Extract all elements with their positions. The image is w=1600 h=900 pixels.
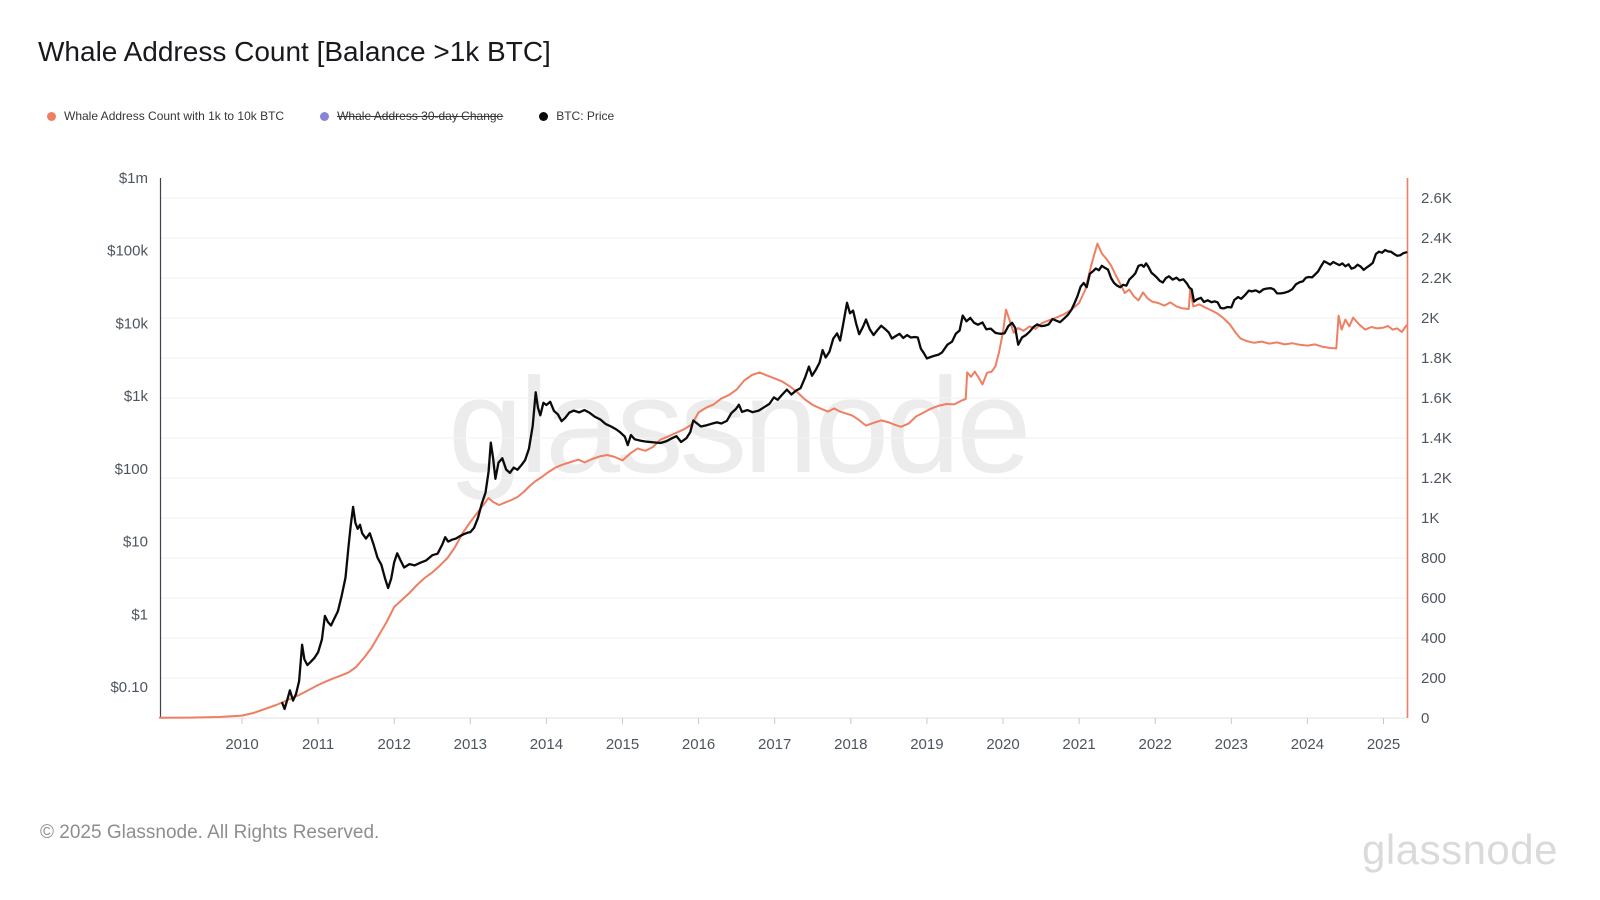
btc-price-line: [281, 248, 1408, 711]
year-label: 2013: [454, 736, 487, 753]
year-label: 2016: [682, 736, 715, 753]
legend-dot-icon: [47, 111, 56, 121]
count-axis-label: 800: [1421, 550, 1446, 567]
legend-item-label: Whale Address Count with 1k to 10k BTC: [64, 109, 285, 123]
legend-dot-icon: [320, 111, 330, 121]
count-axis-label: 1.8K: [1421, 350, 1452, 367]
price-axis-label: $100: [115, 461, 148, 478]
year-label: 2011: [302, 736, 334, 753]
copyright-text: © 2025 Glassnode. All Rights Reserved.: [40, 822, 380, 843]
glassnode-watermark: glassnode: [448, 350, 1031, 501]
count-axis-label: 2.6K: [1421, 190, 1452, 207]
year-label: 2022: [1139, 736, 1172, 753]
count-axis-label: 200: [1421, 670, 1446, 687]
page-title: Whale Address Count [Balance >1k BTC]: [38, 36, 551, 67]
chart-legend: Whale Address Count with 1k to 10k BTC Wh…: [47, 109, 614, 123]
year-label: 2023: [1215, 736, 1248, 753]
count-axis-label: 2K: [1421, 310, 1439, 327]
count-axis-label: 1.2K: [1421, 470, 1452, 487]
year-label: 2012: [378, 736, 411, 753]
year-label: 2017: [758, 736, 791, 753]
price-axis-label: $0.10: [110, 679, 148, 696]
year-label: 2020: [986, 736, 1019, 753]
legend-item-label: Whale Address 30-day Change: [337, 109, 504, 123]
year-label: 2024: [1291, 736, 1324, 753]
price-axis-label: $1k: [124, 388, 149, 405]
count-axis-label: 0: [1421, 710, 1429, 727]
glassnode-logo: glassnode: [1362, 826, 1558, 873]
price-axis-label: $100k: [107, 243, 148, 260]
legend-item-label: BTC: Price: [556, 109, 615, 123]
price-axis-label: $1: [131, 606, 148, 623]
price-axis-label: $10: [123, 534, 148, 551]
year-label: 2018: [834, 736, 867, 753]
year-label: 2019: [910, 736, 943, 753]
count-axis-label: 1K: [1421, 510, 1439, 527]
count-axis-label: 1.6K: [1421, 390, 1452, 407]
year-label: 2015: [606, 736, 639, 753]
count-axis-label: 400: [1421, 630, 1446, 647]
year-label: 2014: [530, 736, 563, 753]
year-label: 2021: [1062, 736, 1095, 753]
price-axis-label: $1m: [119, 170, 148, 187]
count-axis-label: 600: [1421, 590, 1446, 607]
legend-item-2[interactable]: BTC: Price: [539, 109, 614, 123]
count-axis-label: 1.4K: [1421, 430, 1452, 447]
year-label: 2010: [225, 736, 258, 753]
legend-item-0[interactable]: Whale Address Count with 1k to 10k BTC: [47, 109, 284, 123]
whale-count-line: [158, 242, 1408, 719]
price-axis-label: $10k: [115, 315, 148, 332]
year-label: 2025: [1367, 736, 1400, 753]
count-axis-label: 2.4K: [1421, 230, 1452, 247]
count-axis-label: 2.2K: [1421, 270, 1452, 287]
legend-item-1[interactable]: Whale Address 30-day Change: [320, 109, 503, 123]
legend-dot-icon: [539, 111, 549, 121]
